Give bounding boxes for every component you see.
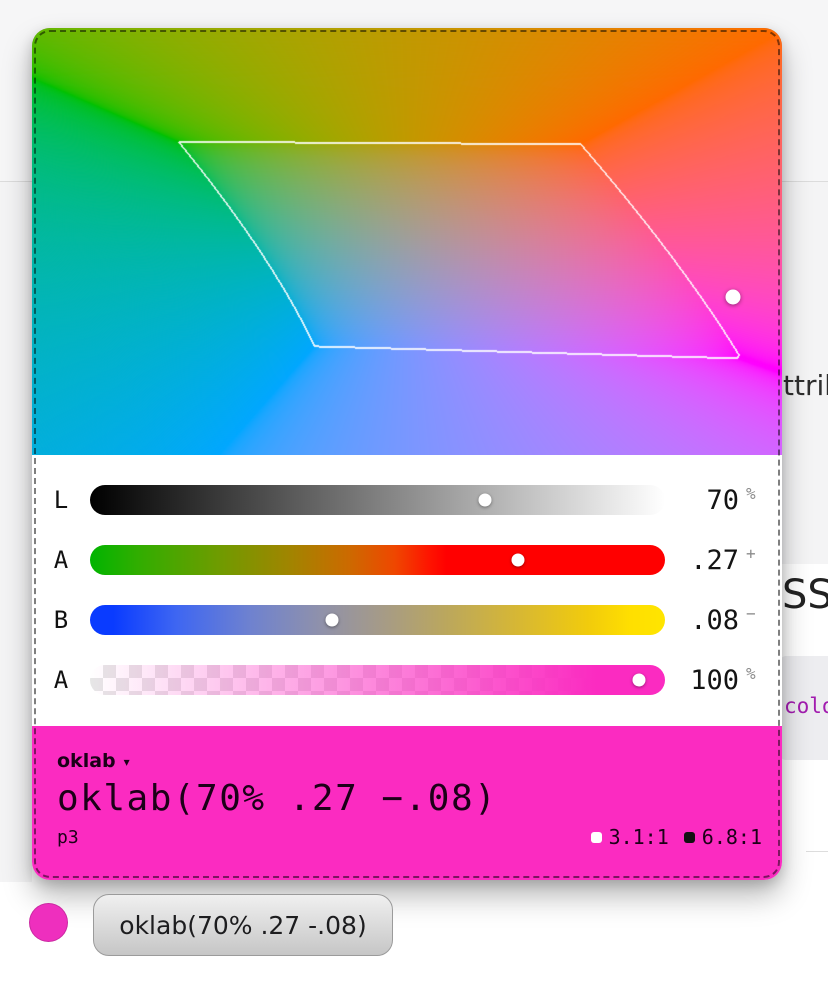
a-axis-sign-toggle[interactable]: + [746,543,756,563]
plane-cursor[interactable] [725,289,741,305]
gamut-badge: p3 [57,826,79,848]
slider-row-b: B .08 − [48,603,766,636]
pill-text: oklab(70% .27 -.08) [119,910,367,940]
lightness-value[interactable]: 70 [706,484,739,516]
color-swatch[interactable] [29,903,68,942]
b-axis-sign-toggle[interactable]: − [746,603,756,623]
slider-row-a: A .27 + [48,543,766,576]
color-value-pill[interactable]: oklab(70% .27 -.08) [93,894,393,956]
slider-label-alpha: A [53,666,69,694]
page-background-left [0,182,32,882]
b-axis-value[interactable]: .08 [690,604,739,636]
lightness-unit: % [746,483,756,503]
slider-label-l: L [53,486,69,514]
b-axis-slider[interactable] [90,605,665,635]
bg-text-fragment-heading: SS [782,572,828,618]
picker-footer: oklab ▾ oklab(70% .27 −.08) p3 3.1:1 6.8… [32,726,782,880]
slider-label-b: B [53,606,69,634]
a-axis-slider-thumb[interactable] [511,553,525,567]
bg-text-fragment-attrib: ttrib [783,369,828,402]
bg-code-block: colo [780,656,828,760]
footer-meta-row: p3 3.1:1 6.8:1 [57,825,762,849]
b-axis-slider-thumb[interactable] [325,613,338,627]
color-space-dropdown[interactable]: oklab ▾ [57,750,762,772]
chevron-down-icon: ▾ [123,755,130,769]
bg-row-line [806,851,828,852]
oklab-ab-plane[interactable] [32,28,782,455]
color-picker-popup: L 70 % A .27 + B .08 − A [32,28,782,880]
slider-row-lightness: L 70 % [48,483,766,516]
lightness-slider[interactable] [90,485,665,515]
bg-code-text: colo [784,694,828,718]
slider-row-alpha: A 100 % [48,663,766,696]
a-axis-slider[interactable] [90,545,665,575]
oklab-plane-canvas [32,28,782,455]
white-contrast-swatch [590,831,602,843]
slider-panel: L 70 % A .27 + B .08 − A [32,455,782,726]
contrast-ratio-white: 3.1:1 [608,825,669,849]
color-space-label: oklab [57,750,116,772]
alpha-slider-thumb[interactable] [632,673,646,687]
page-background-right [782,182,828,564]
alpha-unit: % [746,663,756,683]
alpha-slider[interactable] [90,665,665,695]
black-contrast-swatch [683,831,695,843]
alpha-value[interactable]: 100 [690,664,739,696]
contrast-ratio-black: 6.8:1 [701,825,762,849]
contrast-ratios: 3.1:1 6.8:1 [590,825,762,849]
lightness-slider-thumb[interactable] [478,493,492,507]
a-axis-value[interactable]: .27 [690,544,739,576]
color-value-text[interactable]: oklab(70% .27 −.08) [57,778,498,819]
slider-label-a: A [53,546,69,574]
